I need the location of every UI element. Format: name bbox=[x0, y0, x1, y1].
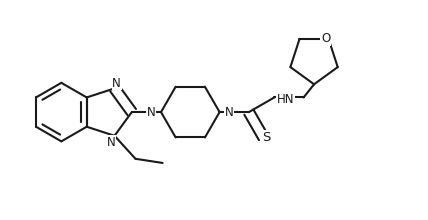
Text: N: N bbox=[225, 106, 234, 119]
Text: N: N bbox=[147, 106, 156, 119]
Text: HN: HN bbox=[276, 93, 294, 106]
Text: S: S bbox=[262, 131, 271, 144]
Text: O: O bbox=[321, 32, 330, 45]
Text: N: N bbox=[107, 136, 116, 149]
Text: N: N bbox=[112, 77, 121, 90]
